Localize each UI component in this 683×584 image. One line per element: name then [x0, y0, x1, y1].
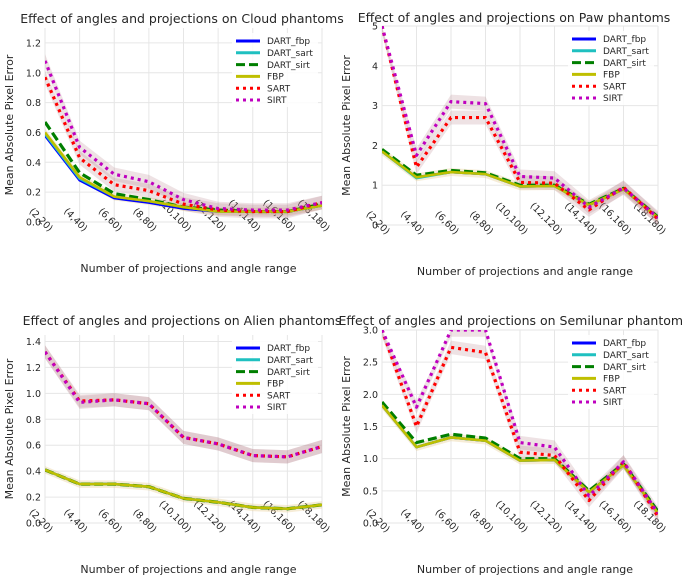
- y-tick-label: 1.2: [26, 38, 41, 49]
- y-tick-label: 1.0: [26, 389, 41, 400]
- chart-panel-1: 0.00.20.40.60.81.01.2(2,20) (4,40) (6,60)(…: [3, 11, 344, 275]
- legend-label: DART_fbp: [267, 37, 310, 47]
- legend-label: DART_sart: [603, 351, 649, 361]
- x-axis-label: Number of projections and angle range: [80, 563, 296, 576]
- legend-box: [568, 31, 654, 105]
- chart-title: Effect of angles and projections on Alie…: [23, 313, 342, 328]
- y-tick-label: 0.6: [26, 128, 41, 139]
- series-band: [45, 345, 322, 464]
- legend-label: SART: [267, 391, 291, 401]
- y-tick-label: 2.0: [363, 390, 378, 401]
- legend-box: [568, 335, 654, 409]
- legend-label: FBP: [267, 380, 284, 390]
- legend-label: FBP: [603, 71, 620, 81]
- legend-label: FBP: [603, 375, 620, 385]
- series-line-fbp: [45, 468, 322, 511]
- series-band: [45, 54, 322, 217]
- series-line-sirt: [45, 350, 322, 459]
- chart-title: Effect of angles and projections on Paw …: [358, 10, 671, 25]
- y-tick-label: 0.2: [26, 188, 41, 199]
- y-tick-label: 0.0: [26, 519, 41, 530]
- legend-label: DART_sart: [603, 47, 649, 57]
- y-axis-label: Mean Absolute Pixel Error: [340, 55, 353, 196]
- legend-label: SART: [603, 82, 627, 92]
- legend-label: DART_sirt: [603, 59, 646, 69]
- series-line-sart: [45, 76, 322, 214]
- series-line-sirt: [382, 330, 658, 515]
- series-line-sirt: [45, 60, 322, 212]
- y-tick-label: 1.0: [363, 454, 378, 465]
- y-tick-label: 0.4: [26, 158, 41, 169]
- y-tick-label: 0.0: [363, 519, 378, 530]
- legend-label: SIRT: [267, 403, 287, 413]
- plot-series: [45, 54, 322, 219]
- legend-label: DART_sart: [267, 49, 313, 59]
- y-tick-label: 0.2: [26, 493, 41, 504]
- legend-label: SIRT: [267, 96, 287, 106]
- y-tick-label: 0.5: [363, 486, 378, 497]
- chart-title: Effect of angles and projections on Semi…: [338, 313, 683, 328]
- legend-label: DART_fbp: [603, 339, 646, 349]
- legend-label: FBP: [267, 73, 284, 83]
- x-axis-label: Number of projections and angle range: [417, 265, 633, 278]
- chart-panel-4: 0.00.51.01.52.02.53.0(2,20) (4,40) (6,60)(…: [338, 313, 683, 576]
- legend-label: DART_fbp: [267, 344, 310, 354]
- y-tick-label: 3: [372, 101, 378, 112]
- legend-label: SART: [603, 386, 627, 396]
- legend-label: SIRT: [603, 94, 623, 104]
- y-tick-label: 1.2: [26, 363, 41, 374]
- y-tick-label: 1.5: [363, 422, 378, 433]
- legend-label: SIRT: [603, 398, 623, 408]
- y-tick-label: 1.4: [26, 337, 41, 348]
- series-line-fbp: [382, 150, 658, 219]
- y-tick-label: 0: [372, 221, 378, 232]
- y-tick-label: 2.5: [363, 358, 378, 369]
- chart-panel-3: 0.00.20.40.60.81.01.21.4(2,20) (4,40) (6,6…: [3, 313, 341, 576]
- plot-series: [382, 330, 658, 523]
- series-band: [45, 345, 322, 464]
- legend-label: DART_sart: [267, 356, 313, 366]
- y-axis-label: Mean Absolute Pixel Error: [340, 356, 353, 497]
- y-tick-label: 1.0: [26, 68, 41, 79]
- chart-title: Effect of angles and projections on Clou…: [20, 11, 343, 26]
- y-tick-label: 5: [372, 22, 378, 33]
- legend-label: DART_fbp: [603, 35, 646, 45]
- y-axis-label: Mean Absolute Pixel Error: [3, 54, 16, 195]
- y-tick-label: 0.6: [26, 441, 41, 452]
- y-tick-label: 3.0: [363, 326, 378, 337]
- legend-label: DART_sirt: [267, 368, 310, 378]
- legend-box: [232, 33, 318, 107]
- y-tick-label: 1: [372, 181, 378, 192]
- series-line-sart: [382, 330, 658, 518]
- series-band: [45, 128, 322, 216]
- legend-label: DART_sirt: [603, 363, 646, 373]
- y-tick-label: 4: [372, 61, 378, 72]
- y-tick-label: 0.4: [26, 467, 41, 478]
- y-tick-label: 0.0: [26, 218, 41, 229]
- legend-box: [232, 340, 318, 414]
- plot-series: [45, 345, 322, 513]
- legend-label: DART_sirt: [267, 61, 310, 71]
- series-line-sirt: [382, 26, 658, 220]
- x-axis-label: Number of projections and angle range: [80, 262, 296, 275]
- x-axis-label: Number of projections and angle range: [417, 563, 633, 576]
- plot-series: [382, 26, 658, 225]
- series-band: [45, 70, 322, 219]
- y-tick-label: 2: [372, 141, 378, 152]
- y-axis-label: Mean Absolute Pixel Error: [3, 358, 16, 499]
- y-tick-label: 0.8: [26, 415, 41, 426]
- y-tick-label: 0.8: [26, 98, 41, 109]
- legend-label: SART: [267, 84, 291, 94]
